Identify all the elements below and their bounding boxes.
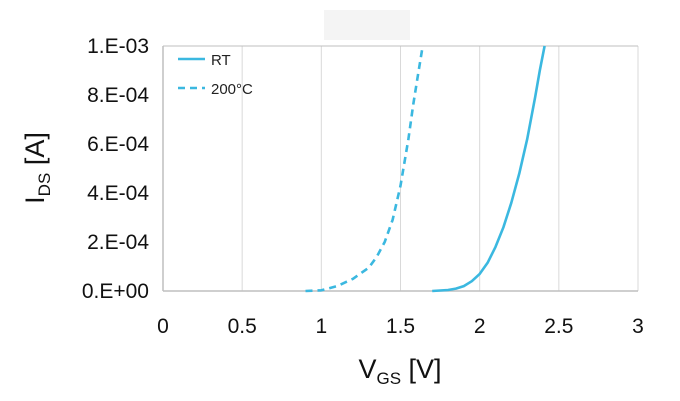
- y-axis-label-sub: DS: [35, 173, 54, 197]
- x-tick-label: 1.5: [386, 315, 415, 338]
- x-tick-label: 2: [474, 315, 486, 338]
- y-tick-label: 6.E-04: [87, 133, 149, 156]
- x-axis-label-sub: GS: [376, 369, 401, 388]
- series-line-rt: [432, 45, 546, 293]
- y-tick-label: 1.E-03: [87, 35, 149, 58]
- grid: [241, 46, 639, 291]
- x-axis-label: VGS [V]: [358, 354, 441, 388]
- title-placeholder: [324, 10, 410, 40]
- y-tick-labels: 0.E+00 2.E-04 4.E-04 6.E-04 8.E-04 1.E-03: [82, 35, 149, 303]
- legend-label-rt: RT: [211, 52, 231, 69]
- x-tick-label: 2.5: [544, 315, 573, 338]
- series-layer: [305, 45, 546, 293]
- x-tick-label: 1: [315, 315, 327, 338]
- x-axis-label-unit: [V]: [401, 354, 442, 384]
- axes: [162, 45, 638, 292]
- y-tick-label: 2.E-04: [87, 231, 149, 254]
- x-tick-labels: 0 0.5 1 1.5 2 2.5 3: [157, 315, 644, 338]
- legend-label-200c: 200°C: [211, 81, 253, 98]
- x-tick-label: 3: [632, 315, 644, 338]
- legend: RT 200°C: [178, 52, 253, 98]
- x-axis-label-main: V: [358, 354, 376, 384]
- y-tick-label: 4.E-04: [87, 182, 149, 205]
- x-tick-label: 0.5: [228, 315, 257, 338]
- y-axis-label-main: I: [20, 196, 50, 204]
- y-axis-label-unit: [A]: [20, 132, 50, 173]
- series-line-200c: [305, 45, 424, 293]
- y-axis-label: IDS [A]: [20, 132, 54, 204]
- x-tick-label: 0: [157, 315, 169, 338]
- y-tick-label: 8.E-04: [87, 84, 149, 107]
- y-tick-label: 0.E+00: [82, 280, 149, 303]
